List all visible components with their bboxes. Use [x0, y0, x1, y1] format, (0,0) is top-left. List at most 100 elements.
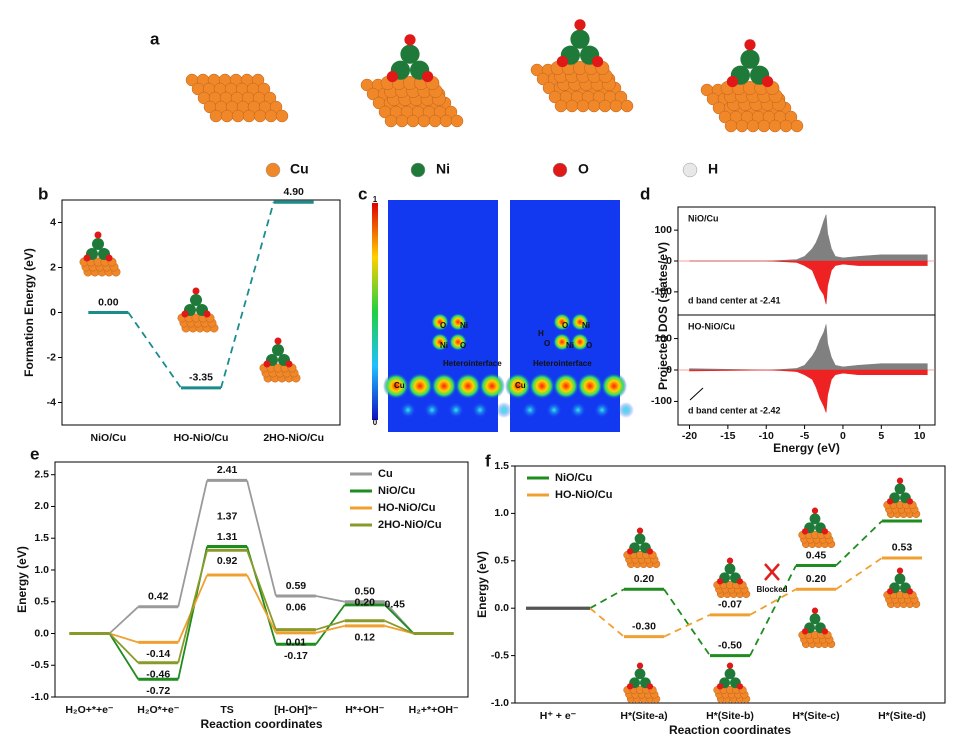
o-atom — [181, 310, 189, 318]
panel-sublabel: HO-NiO/Cu — [688, 321, 735, 331]
map-label: H — [538, 329, 544, 338]
cu-atom — [735, 119, 749, 133]
o-atom — [811, 607, 819, 614]
y-tick-label: 100 — [654, 224, 672, 236]
dos-area — [689, 260, 928, 305]
map-label: Ni — [440, 341, 448, 350]
ni-atom — [809, 613, 821, 625]
cu-glow-lower — [546, 402, 562, 418]
x-tick-label: -5 — [800, 430, 809, 442]
plot-frame — [54, 461, 469, 698]
o-atom — [716, 578, 724, 585]
o-atom — [886, 588, 894, 595]
y-axis-label: Energy (eV) — [15, 546, 29, 613]
x-tick-label: H₂O+*+e⁻ — [65, 704, 114, 716]
o-atom — [203, 310, 211, 318]
ni-atom — [809, 513, 821, 525]
ni-atom — [190, 294, 202, 306]
map-label: O — [562, 321, 568, 330]
o-atom — [274, 337, 282, 345]
cu-glow — [529, 373, 555, 399]
o-atom — [626, 548, 634, 555]
cu-glow-lower — [448, 402, 464, 418]
value-label: 0.92 — [217, 555, 238, 567]
value-label: 0.42 — [148, 591, 169, 603]
connector — [589, 588, 625, 609]
value-label: 1.31 — [217, 531, 238, 543]
structure-icon — [720, 39, 786, 111]
value-label: 0.45 — [385, 599, 406, 611]
legend-label: NiO/Cu — [378, 485, 415, 497]
legend-label: Cu — [290, 161, 309, 177]
y-tick-label: 0.5 — [494, 555, 509, 567]
panel-label: d — [640, 184, 650, 203]
o-atom — [386, 71, 398, 83]
ni-atom — [634, 533, 646, 545]
o-atom — [896, 477, 904, 484]
cu-glow-lower — [496, 402, 512, 418]
o-atom — [811, 507, 819, 514]
x-tick-label: 5 — [878, 430, 884, 442]
o-atom — [886, 498, 894, 505]
connector — [177, 550, 208, 663]
blocked-x — [764, 563, 780, 581]
cu-atom — [428, 114, 442, 128]
x-tick-label: H₂+*+OH⁻ — [409, 704, 459, 716]
map-label: Heterointerface — [533, 359, 592, 368]
o-atom — [801, 528, 809, 535]
legend-label: H — [708, 161, 718, 177]
panel-label: e — [30, 444, 39, 463]
y-tick-label: -1.0 — [31, 691, 49, 703]
cu-atom — [417, 114, 431, 128]
x-tick-label: TS — [220, 704, 233, 716]
cu-atom — [209, 109, 223, 123]
ni-atom — [272, 344, 284, 356]
cu-glow — [479, 373, 505, 399]
cu-glow — [577, 373, 603, 399]
legend-swatch — [682, 162, 698, 178]
x-axis-label: Reaction coordinates — [669, 723, 791, 737]
value-label: 0.00 — [98, 296, 119, 308]
y-tick-label: -0.5 — [491, 649, 509, 661]
legend-swatch — [265, 162, 281, 178]
cu-glow-lower — [570, 402, 586, 418]
y-tick-label: -1.0 — [491, 697, 509, 709]
plot-frame — [514, 465, 946, 704]
legend-swatch — [410, 162, 426, 178]
y-tick-label: -100 — [651, 286, 672, 298]
y-tick-label: 0 — [666, 364, 672, 376]
connector — [749, 588, 797, 616]
cu-atom — [746, 119, 760, 133]
value-label: 0.01 — [286, 637, 307, 649]
value-label: -0.46 — [146, 668, 170, 680]
ni-atom — [894, 483, 906, 495]
cu-glow-lower — [424, 402, 440, 418]
legend-label: Ni — [436, 161, 450, 177]
colorbar-min: 0 — [373, 418, 378, 427]
o-atom — [636, 662, 644, 669]
y-tick-label: 1.5 — [494, 460, 509, 472]
o-atom — [821, 628, 829, 635]
o-atom — [626, 683, 634, 690]
x-axis-label: Energy (eV) — [773, 441, 840, 455]
x-tick-label: 0 — [840, 430, 846, 442]
o-atom — [592, 56, 604, 68]
colorbar-max: 1 — [373, 195, 378, 204]
connector — [835, 520, 883, 567]
atom-glow — [449, 333, 467, 351]
o-atom — [736, 683, 744, 690]
cu-atom — [779, 119, 793, 133]
map-label: O — [440, 321, 446, 330]
connector — [315, 619, 346, 631]
o-atom — [192, 287, 200, 295]
ni-atom — [894, 573, 906, 585]
panel-label: a — [150, 29, 160, 48]
cu-atom — [790, 119, 804, 133]
x-tick-label: H*+OH⁻ — [345, 704, 385, 716]
structure-icon — [79, 231, 121, 277]
connector — [109, 632, 139, 644]
connector — [315, 595, 345, 603]
x-axis-label: Reaction coordinates — [200, 717, 322, 731]
map-label: Ni — [582, 321, 590, 330]
